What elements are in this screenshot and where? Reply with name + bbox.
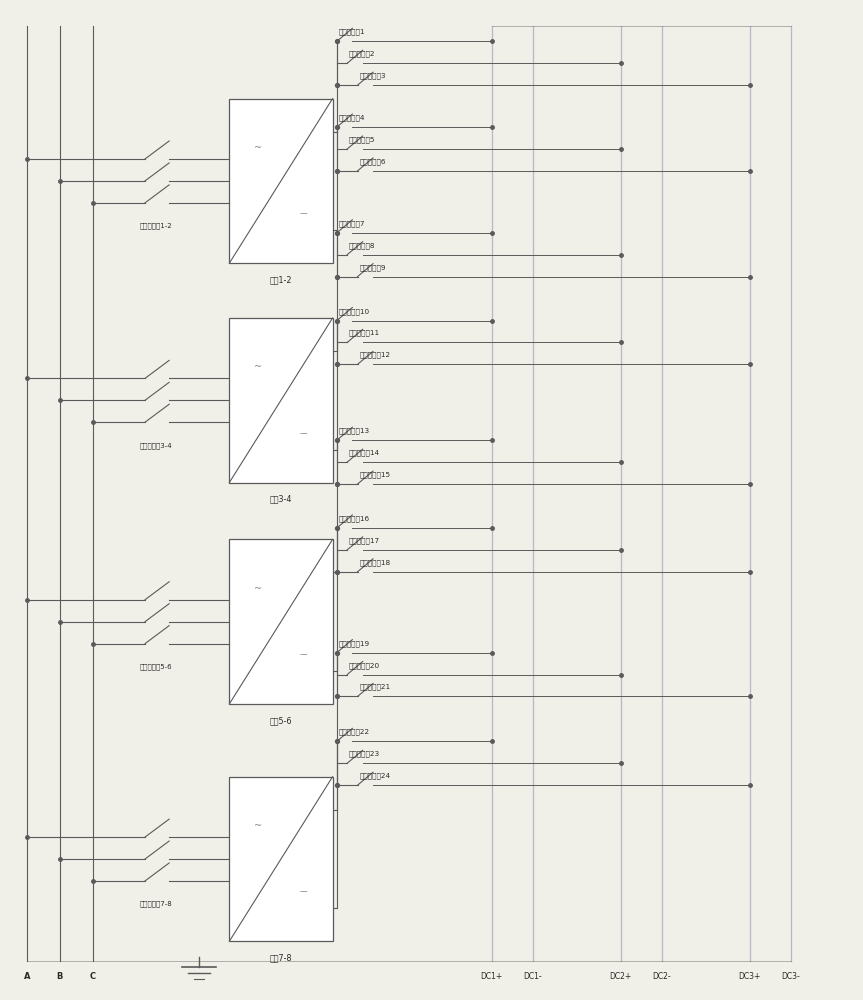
Text: 输出接触器5: 输出接触器5 — [349, 136, 375, 143]
Text: 输出接触器1: 输出接触器1 — [338, 29, 365, 35]
Text: 模兗5-6: 模兗5-6 — [270, 716, 293, 725]
Text: 进线断路器7-8: 进线断路器7-8 — [140, 901, 173, 907]
Text: 进线断路器3-4: 进线断路器3-4 — [140, 442, 173, 449]
Text: DC2-: DC2- — [652, 972, 671, 981]
Text: 输出接触嚆18: 输出接触嚆18 — [359, 559, 390, 566]
Text: 输出接触器4: 输出接触器4 — [338, 114, 365, 121]
Text: 输出接触嚆11: 输出接触嚆11 — [349, 330, 380, 336]
Text: C: C — [90, 972, 96, 981]
Text: 输出接触器6: 输出接触器6 — [359, 158, 386, 165]
Text: 输出接触嚆14: 输出接触嚆14 — [349, 450, 380, 456]
Text: 模兗3-4: 模兗3-4 — [270, 495, 293, 504]
Text: —: — — [299, 429, 307, 438]
Text: —: — — [299, 209, 307, 218]
Text: 输出接触嚆24: 输出接触嚆24 — [359, 773, 390, 779]
Text: 进线断路器5-6: 进线断路器5-6 — [140, 664, 173, 670]
Text: DC3-: DC3- — [782, 972, 801, 981]
Text: 模兗7-8: 模兗7-8 — [270, 953, 293, 962]
Text: 输出接触器3: 输出接触器3 — [359, 73, 386, 79]
Bar — [230, 318, 332, 483]
Bar — [230, 99, 332, 263]
Text: 输出接触嚆19: 输出接触嚆19 — [338, 640, 369, 647]
Text: ~: ~ — [255, 584, 262, 594]
Text: DC2+: DC2+ — [609, 972, 632, 981]
Text: 输出接触嚆20: 输出接触嚆20 — [349, 662, 380, 669]
Text: 输出接触器8: 输出接触器8 — [349, 242, 375, 249]
Text: 输出接触嚆22: 输出接触嚆22 — [338, 729, 369, 735]
Text: 输出接触器2: 输出接触器2 — [349, 51, 375, 57]
Text: —: — — [299, 887, 307, 896]
Text: 输出接触嚆23: 输出接触嚆23 — [349, 751, 380, 757]
Text: —: — — [299, 650, 307, 659]
Text: ~: ~ — [255, 821, 262, 831]
Text: 输出接触嚆13: 输出接触嚆13 — [338, 428, 369, 434]
Text: 进线断路器1-2: 进线断路器1-2 — [140, 223, 173, 229]
Text: 输出接触器9: 输出接触器9 — [359, 264, 386, 271]
Text: 输出接触嚆15: 输出接触嚆15 — [359, 471, 390, 478]
Text: 输出接触嚆10: 输出接触嚆10 — [338, 308, 369, 315]
Text: 输出接触嚆12: 输出接触嚆12 — [359, 352, 390, 358]
Text: 输出接触嚆16: 输出接触嚆16 — [338, 515, 369, 522]
Text: 模兗1-2: 模兗1-2 — [270, 275, 293, 284]
Bar — [230, 539, 332, 704]
Text: 输出接触嚆17: 输出接触嚆17 — [349, 537, 380, 544]
Text: A: A — [24, 972, 30, 981]
Text: DC1-: DC1- — [524, 972, 542, 981]
Text: ~: ~ — [255, 362, 262, 372]
Text: B: B — [57, 972, 63, 981]
Text: DC3+: DC3+ — [739, 972, 761, 981]
Text: DC1+: DC1+ — [481, 972, 503, 981]
Text: ~: ~ — [255, 143, 262, 153]
Bar — [230, 777, 332, 941]
Text: 输出接触器7: 输出接触器7 — [338, 220, 365, 227]
Text: 输出接触嚆21: 输出接触嚆21 — [359, 684, 390, 690]
